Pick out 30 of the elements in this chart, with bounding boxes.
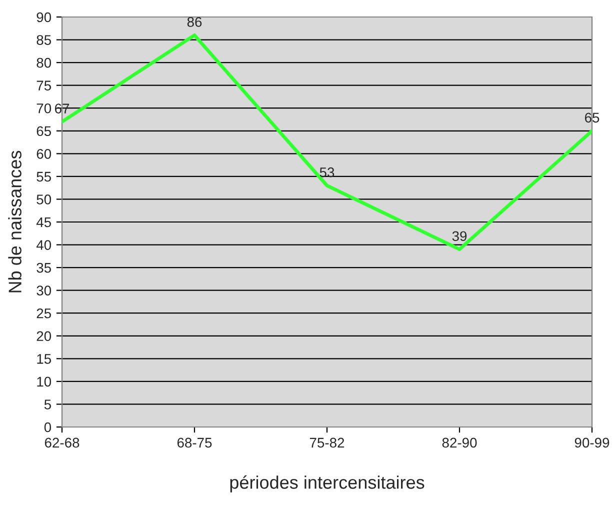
y-tick-label: 40 bbox=[36, 240, 52, 250]
data-label: 65 bbox=[584, 112, 600, 123]
y-tick-label: 70 bbox=[36, 103, 52, 114]
y-tick-label: 35 bbox=[36, 262, 52, 273]
data-label: 39 bbox=[452, 231, 467, 242]
y-tick-label: 10 bbox=[37, 376, 52, 387]
y-tick-label: 55 bbox=[36, 172, 52, 182]
x-tick-label: 90-99 bbox=[574, 438, 610, 448]
y-tick-label: 20 bbox=[36, 331, 52, 342]
x-tick-label: 68-75 bbox=[177, 438, 212, 448]
y-tick-label: 50 bbox=[36, 194, 52, 204]
y-tick-label: 60 bbox=[36, 149, 52, 159]
y-tick-label: 65 bbox=[36, 126, 52, 136]
x-axis-title: périodes intercensitaires bbox=[230, 475, 424, 492]
y-tick-label: 80 bbox=[36, 58, 52, 68]
x-tick-label: 82-90 bbox=[442, 438, 477, 448]
y-tick-label: 45 bbox=[36, 217, 52, 228]
y-tick-label: 5 bbox=[44, 400, 51, 410]
y-tick-label: 90 bbox=[36, 12, 52, 22]
y-tick-label: 15 bbox=[37, 354, 52, 364]
x-tick-label: 62-68 bbox=[44, 438, 80, 448]
y-axis-title: Nb de naissances bbox=[8, 150, 22, 292]
y-tick-label: 0 bbox=[44, 422, 52, 432]
y-tick-label: 25 bbox=[36, 308, 52, 318]
data-label: 53 bbox=[320, 167, 334, 178]
data-label: 86 bbox=[187, 17, 202, 27]
y-tick-label: 30 bbox=[36, 286, 52, 296]
y-tick-label: 75 bbox=[36, 80, 52, 91]
x-tick-label: 75-82 bbox=[310, 438, 344, 448]
y-tick-label: 85 bbox=[36, 35, 52, 45]
